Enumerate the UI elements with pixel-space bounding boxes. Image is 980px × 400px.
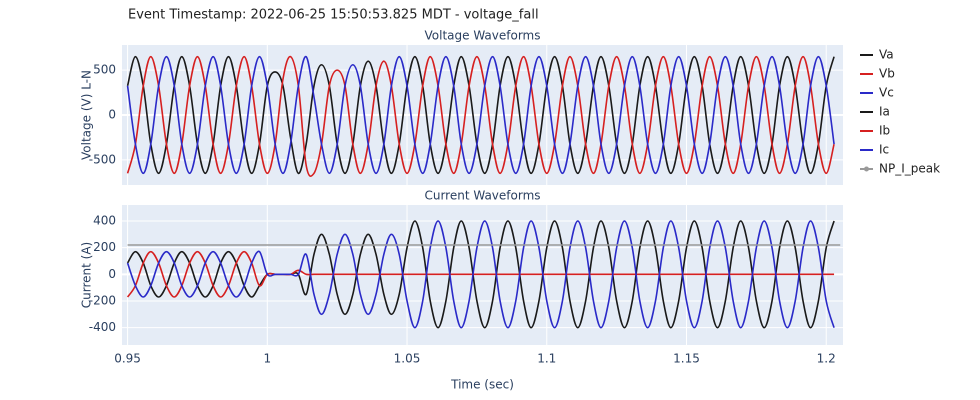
y-tick-label: 200 bbox=[93, 240, 116, 254]
subplot-title: Current Waveforms bbox=[424, 189, 540, 203]
legend-label: Ia bbox=[879, 105, 890, 119]
y-tick-label: 0 bbox=[108, 267, 116, 281]
y-tick-label: 500 bbox=[93, 63, 116, 77]
legend-marker bbox=[864, 166, 869, 172]
x-tick-label: 1.15 bbox=[673, 352, 700, 366]
subplot-title: Voltage Waveforms bbox=[425, 29, 541, 43]
y-axis-label: Current (A) bbox=[80, 242, 94, 308]
y-tick-label: -200 bbox=[89, 294, 116, 308]
plot-area bbox=[126, 55, 835, 177]
legend-label: Ib bbox=[879, 124, 890, 138]
x-tick-label: 1 bbox=[263, 352, 271, 366]
x-tick-label: 1.1 bbox=[537, 352, 556, 366]
series-line bbox=[126, 55, 835, 175]
x-tick-label: 1.2 bbox=[817, 352, 836, 366]
legend-label: NP_I_peak bbox=[879, 162, 940, 176]
series-line bbox=[126, 220, 835, 329]
x-tick-label: 1.05 bbox=[394, 352, 421, 366]
series-line bbox=[126, 250, 835, 298]
series-line bbox=[126, 220, 835, 329]
y-tick-label: -400 bbox=[89, 320, 116, 334]
y-tick-label: -500 bbox=[89, 152, 116, 166]
y-axis-label: Voltage (V) L-N bbox=[80, 70, 94, 160]
legend-label: Vb bbox=[879, 67, 895, 81]
legend-label: Ic bbox=[879, 143, 889, 157]
legend-label: Vc bbox=[879, 86, 894, 100]
plot-area bbox=[126, 220, 841, 329]
x-tick-label: 0.95 bbox=[114, 352, 141, 366]
x-axis-label: Time (sec) bbox=[450, 378, 514, 392]
series-line bbox=[126, 55, 835, 177]
legend-label: Va bbox=[879, 48, 894, 62]
series-line bbox=[126, 55, 835, 175]
y-tick-label: 0 bbox=[108, 108, 116, 122]
page-title: Event Timestamp: 2022-06-25 15:50:53.825… bbox=[128, 8, 539, 23]
y-tick-label: 400 bbox=[93, 214, 116, 228]
